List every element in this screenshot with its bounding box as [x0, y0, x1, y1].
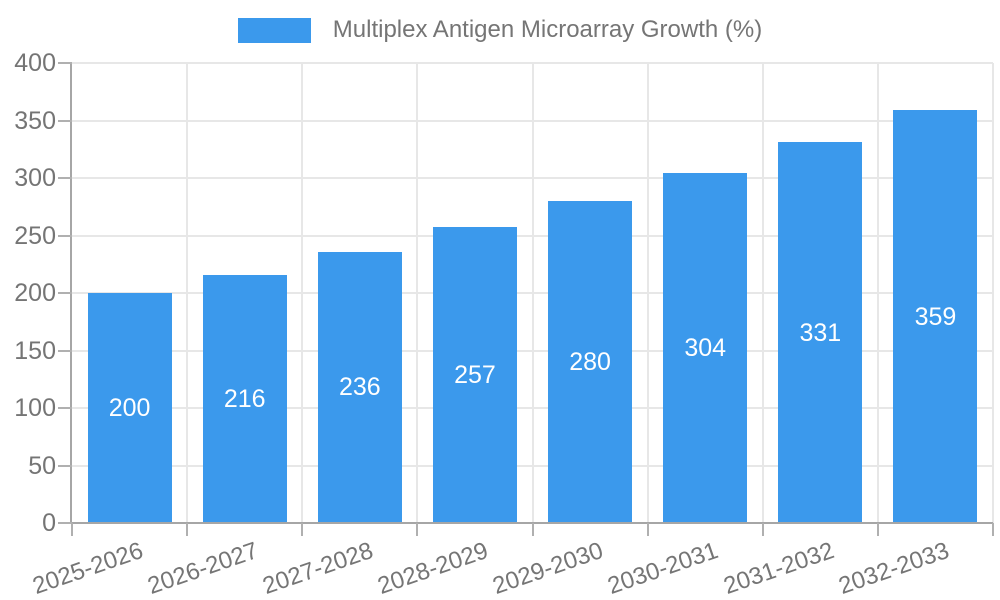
- bar: 200: [87, 293, 172, 523]
- v-gridline: [761, 63, 764, 523]
- x-axis-tick: [876, 523, 879, 536]
- bar: 257: [432, 227, 517, 523]
- bar-value-label: 331: [799, 318, 842, 347]
- bar: 359: [893, 110, 978, 523]
- v-gridline: [646, 63, 649, 523]
- y-tick-label: 300: [14, 164, 56, 192]
- x-axis-tick: [761, 523, 764, 536]
- bar: 331: [778, 142, 863, 523]
- x-axis-tick: [71, 523, 73, 536]
- x-tick-label: 2028-2029: [374, 537, 492, 600]
- legend-swatch: [237, 17, 311, 43]
- bar-value-label: 359: [914, 302, 957, 331]
- bar-value-label: 200: [108, 394, 151, 422]
- legend-label: Multiplex Antigen Microarray Growth (%): [332, 16, 763, 43]
- v-gridline: [301, 63, 304, 523]
- legend: Multiplex Antigen Microarray Growth (%): [0, 16, 1000, 44]
- x-axis-tick: [992, 523, 994, 536]
- bar: 304: [663, 173, 748, 523]
- x-tick-label: 2031-2032: [719, 537, 838, 600]
- x-tick-label: 2025-2026: [29, 537, 147, 600]
- bar: 236: [317, 251, 402, 523]
- x-axis-tick: [646, 523, 649, 536]
- y-axis-tick: [58, 407, 72, 409]
- y-tick-label: 350: [14, 106, 56, 135]
- v-gridline: [992, 63, 994, 523]
- x-tick-label: 2026-2027: [144, 537, 262, 600]
- plot-area: 200 216 236 257 280 304 331 359: [72, 62, 994, 523]
- y-axis-tick: [58, 464, 72, 467]
- bar-value-label: 236: [338, 373, 381, 402]
- bar-value-label: 216: [223, 384, 266, 413]
- y-axis-tick: [58, 177, 72, 179]
- bar-value-label: 257: [454, 361, 496, 390]
- v-gridline: [186, 63, 189, 523]
- v-gridline: [876, 63, 879, 523]
- v-gridline: [531, 63, 534, 523]
- y-tick-label: 0: [42, 509, 56, 537]
- bar: 280: [548, 201, 633, 523]
- y-tick-label: 100: [14, 394, 56, 422]
- x-tick-label: 2029-2030: [489, 537, 607, 600]
- y-axis-tick: [58, 292, 72, 294]
- x-axis-tick: [531, 523, 534, 536]
- y-tick-label: 150: [14, 336, 56, 365]
- x-tick-label: 2027-2028: [259, 537, 377, 600]
- y-tick-label: 50: [28, 451, 56, 480]
- v-gridline: [416, 63, 419, 523]
- y-axis-tick: [58, 522, 72, 524]
- y-axis-tick: [58, 62, 72, 64]
- bar: 216: [202, 274, 287, 523]
- bar-value-label: 304: [684, 334, 727, 363]
- y-tick-label: 400: [14, 49, 56, 77]
- y-axis-tick: [58, 119, 72, 122]
- x-axis-tick: [416, 523, 419, 536]
- y-axis-tick: [58, 349, 72, 352]
- bar-value-label: 280: [569, 348, 611, 376]
- x-tick-label: 2032-2033: [834, 537, 953, 600]
- y-tick-label: 250: [14, 221, 56, 250]
- x-axis-tick: [186, 523, 189, 536]
- y-axis-tick: [58, 234, 72, 237]
- y-tick-label: 200: [14, 279, 56, 307]
- x-tick-label: 2030-2031: [604, 537, 722, 600]
- x-axis-tick: [301, 523, 304, 536]
